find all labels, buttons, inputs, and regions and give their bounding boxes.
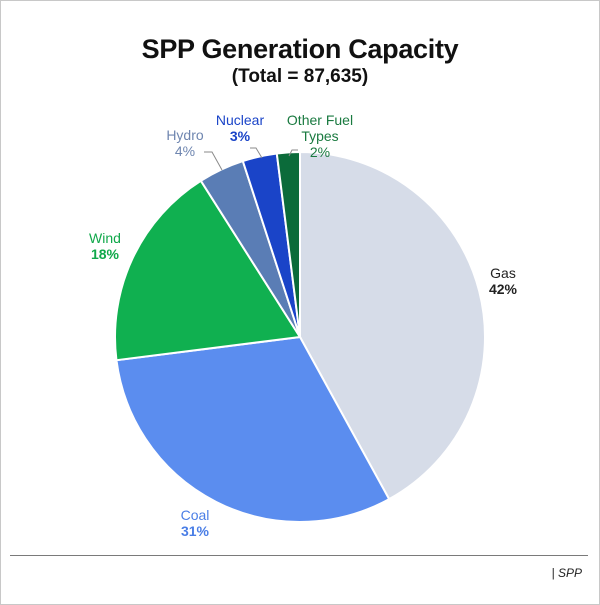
source-note: | SPP <box>551 566 582 580</box>
footer-divider <box>10 555 588 556</box>
slice-name-nuclear: Nuclear <box>216 112 265 128</box>
leader-line-nuclear <box>250 147 263 159</box>
slice-name-other-fuel-types: Other Fuel <box>287 112 353 128</box>
pie-slice-gas <box>299 150 486 501</box>
slice-name-wind: Wind <box>89 230 121 246</box>
pie-slice-wind <box>114 179 302 362</box>
chart-title: SPP Generation Capacity <box>141 34 459 64</box>
leader-line-other-fuel-types <box>288 149 298 157</box>
slice-percent-gas: 42% <box>489 281 518 297</box>
slice-percent-hydro: 4% <box>175 143 195 159</box>
slice-name-other-fuel-types: Types <box>301 128 338 144</box>
leader-line-hydro <box>204 151 223 171</box>
slice-name-hydro: Hydro <box>166 127 204 143</box>
slice-percent-nuclear: 3% <box>230 128 251 144</box>
slice-name-gas: Gas <box>490 265 516 281</box>
pie-slice-other-fuel-types <box>275 150 301 338</box>
slice-percent-wind: 18% <box>91 246 120 262</box>
slice-name-coal: Coal <box>181 507 210 523</box>
pie-slice-coal <box>115 335 391 523</box>
slice-percent-coal: 31% <box>181 523 210 539</box>
chart-subtitle: (Total = 87,635) <box>231 66 369 87</box>
slice-percent-other-fuel-types: 2% <box>310 144 330 160</box>
